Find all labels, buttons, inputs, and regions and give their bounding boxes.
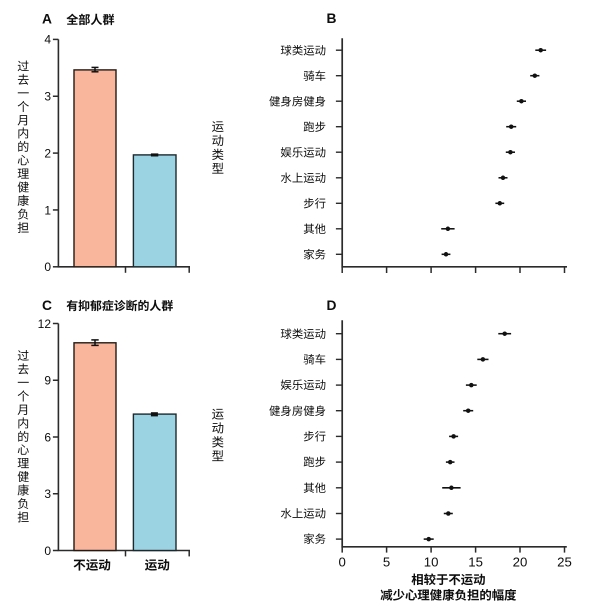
- svg-text:动: 动: [212, 419, 224, 437]
- svg-text:不运动: 不运动: [73, 554, 111, 573]
- svg-text:家务: 家务: [303, 246, 326, 262]
- svg-text:月: 月: [17, 401, 29, 418]
- svg-text:健身房健身: 健身房健身: [269, 93, 326, 109]
- svg-text:运: 运: [212, 117, 224, 135]
- svg-text:心: 心: [17, 441, 29, 458]
- svg-text:健: 健: [17, 468, 29, 485]
- svg-text:相较于不运动: 相较于不运动: [411, 570, 485, 588]
- svg-text:个: 个: [17, 387, 29, 404]
- svg-text:娱乐运动: 娱乐运动: [280, 377, 326, 393]
- svg-text:5: 5: [383, 554, 390, 569]
- svg-text:的: 的: [17, 138, 29, 155]
- svg-text:10: 10: [424, 554, 439, 569]
- svg-text:步行: 步行: [303, 429, 326, 445]
- svg-text:健: 健: [17, 179, 29, 196]
- svg-text:内: 内: [17, 125, 29, 142]
- svg-text:心: 心: [17, 152, 29, 169]
- svg-text:型: 型: [212, 159, 224, 177]
- svg-text:3: 3: [44, 90, 51, 104]
- svg-text:去: 去: [17, 71, 29, 88]
- svg-text:骑车: 骑车: [303, 352, 326, 368]
- svg-text:0: 0: [339, 554, 346, 569]
- svg-text:内: 内: [17, 414, 29, 431]
- svg-text:12: 12: [38, 317, 52, 331]
- svg-text:运: 运: [212, 405, 224, 423]
- svg-text:一: 一: [17, 84, 29, 101]
- svg-text:其他: 其他: [303, 480, 326, 496]
- svg-text:健身房健身: 健身房健身: [269, 403, 326, 419]
- svg-text:9: 9: [44, 374, 51, 388]
- svg-text:6: 6: [44, 430, 51, 444]
- svg-text:月: 月: [17, 111, 29, 128]
- svg-text:0: 0: [44, 544, 51, 558]
- svg-text:水上运动: 水上运动: [280, 506, 326, 522]
- svg-text:步行: 步行: [303, 195, 326, 211]
- svg-text:负: 负: [17, 495, 29, 512]
- svg-text:0: 0: [44, 260, 51, 274]
- svg-text:一: 一: [17, 374, 29, 391]
- svg-text:康: 康: [17, 482, 29, 499]
- svg-text:跑步: 跑步: [303, 454, 326, 470]
- svg-text:负: 负: [17, 205, 29, 222]
- svg-text:全部人群: 全部人群: [66, 11, 114, 28]
- svg-text:25: 25: [557, 554, 572, 569]
- svg-text:15: 15: [468, 554, 483, 569]
- svg-text:过: 过: [17, 58, 29, 75]
- svg-text:1: 1: [44, 203, 51, 217]
- svg-text:理: 理: [17, 455, 29, 472]
- svg-text:娱乐运动: 娱乐运动: [280, 144, 326, 160]
- svg-text:理: 理: [17, 165, 29, 182]
- svg-text:2: 2: [44, 146, 51, 160]
- svg-text:D: D: [327, 298, 337, 313]
- svg-text:类: 类: [212, 433, 224, 451]
- svg-text:3: 3: [44, 487, 51, 501]
- svg-text:个: 个: [17, 98, 29, 115]
- svg-text:担: 担: [17, 219, 29, 236]
- svg-text:过: 过: [17, 347, 29, 364]
- svg-text:类: 类: [212, 145, 224, 163]
- svg-text:担: 担: [17, 509, 29, 526]
- svg-text:减少心理健康负担的幅度: 减少心理健康负担的幅度: [380, 585, 517, 603]
- svg-text:球类运动: 球类运动: [280, 326, 326, 342]
- svg-text:康: 康: [17, 192, 29, 209]
- svg-text:骑车: 骑车: [303, 68, 326, 84]
- svg-text:的: 的: [17, 428, 29, 445]
- svg-text:球类运动: 球类运动: [280, 42, 326, 58]
- svg-text:C: C: [42, 298, 52, 313]
- svg-text:4: 4: [44, 33, 51, 47]
- svg-text:动: 动: [212, 131, 224, 149]
- svg-text:其他: 其他: [303, 221, 326, 237]
- svg-text:B: B: [327, 11, 337, 26]
- svg-text:运动: 运动: [145, 554, 170, 573]
- svg-text:有抑郁症诊断的人群: 有抑郁症诊断的人群: [66, 297, 173, 314]
- svg-text:家务: 家务: [303, 531, 326, 547]
- svg-text:A: A: [42, 12, 52, 27]
- svg-text:水上运动: 水上运动: [280, 170, 326, 186]
- svg-text:去: 去: [17, 361, 29, 378]
- svg-text:跑步: 跑步: [303, 119, 326, 135]
- svg-text:20: 20: [513, 554, 528, 569]
- svg-text:型: 型: [212, 447, 224, 465]
